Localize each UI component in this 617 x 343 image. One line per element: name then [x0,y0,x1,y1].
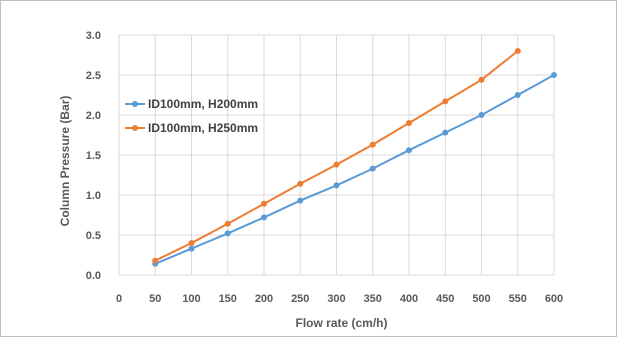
legend-swatch-marker [132,101,138,107]
data-point [224,230,231,237]
y-tick-label: 2.5 [86,70,101,82]
data-point [442,98,449,105]
legend: ID100mm, H200mm ID100mm, H250mm [125,97,258,135]
series-2 [152,48,521,264]
y-tick-label: 0.0 [86,270,101,282]
x-tick-label: 150 [219,293,237,305]
data-point [333,161,340,168]
x-tick-label: 350 [364,293,382,305]
data-point [551,72,557,78]
x-axis-ticks: 0 50 100 150 200 250 300 350 400 450 500 550 600 [116,293,563,305]
data-point [152,257,159,264]
data-point [406,120,412,126]
y-tick-label: 2.0 [86,110,101,122]
legend-item-1: ID100mm, H200mm [125,97,258,111]
data-point [297,197,304,204]
data-point [478,112,485,118]
legend-label: ID100mm, H250mm [148,121,258,135]
data-point [406,147,412,154]
series-1 [152,72,557,267]
data-point [261,200,267,207]
y-tick-label: 1.0 [86,190,101,202]
data-point [224,220,231,227]
x-tick-label: 250 [291,293,309,305]
data-point [297,180,304,187]
data-point [261,214,267,221]
data-point [369,165,376,172]
y-tick-label: 1.5 [86,150,101,162]
y-axis-title: Column Pressure (Bar) [58,96,72,227]
x-tick-label: 550 [509,293,527,305]
y-axis-ticks: 0.0 0.5 1.0 1.5 2.0 2.5 3.0 [86,30,101,282]
series-line [154,74,555,265]
grid [118,34,555,276]
y-tick-label: 3.0 [86,30,101,42]
x-tick-label: 50 [149,293,161,305]
data-point [188,245,195,252]
data-point [369,141,376,148]
y-tick-label: 0.5 [86,230,101,242]
x-tick-label: 450 [436,293,454,305]
data-point [442,129,449,136]
x-tick-label: 600 [545,293,563,305]
x-tick-label: 500 [472,293,490,305]
data-point [514,48,521,54]
data-point [333,182,340,189]
x-tick-label: 300 [327,293,345,305]
legend-item-2: ID100mm, H250mm [125,121,258,135]
x-tick-label: 400 [400,293,418,305]
x-tick-label: 100 [182,293,200,305]
legend-swatch-marker [132,125,138,131]
legend-label: ID100mm, H200mm [148,97,258,111]
x-tick-label: 0 [116,293,122,305]
x-tick-label: 200 [255,293,273,305]
series-layer [152,48,557,267]
data-point [478,76,485,83]
x-axis-title: Flow rate (cm/h) [295,316,387,330]
data-point [188,240,195,246]
data-point [514,92,521,98]
